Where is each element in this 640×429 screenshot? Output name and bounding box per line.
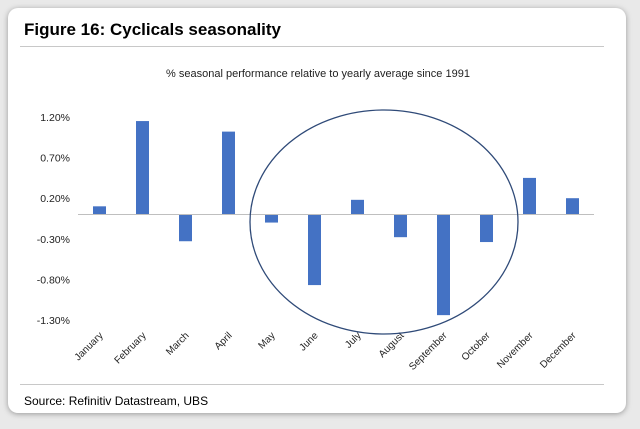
- chart-title: % seasonal performance relative to yearl…: [166, 68, 470, 80]
- y-tick-label: 1.20%: [40, 112, 70, 124]
- bar-november: [523, 177, 536, 215]
- bar-april: [222, 131, 235, 215]
- bar-june: [308, 214, 321, 286]
- x-tick-label: August: [377, 330, 407, 360]
- y-tick-label: 0.70%: [40, 153, 70, 165]
- bar-december: [566, 198, 579, 215]
- bar-august: [394, 214, 407, 238]
- figure-title: Figure 16: Cyclicals seasonality: [24, 20, 282, 39]
- x-tick-label: July: [343, 330, 363, 350]
- x-tick-label: May: [256, 330, 277, 351]
- bar-september: [437, 214, 450, 316]
- bar-october: [480, 214, 493, 243]
- x-tick-label: March: [164, 330, 191, 357]
- x-tick-label: December: [538, 330, 579, 371]
- y-tick-label: 0.20%: [40, 193, 70, 205]
- bar-january: [93, 206, 106, 215]
- bar-march: [179, 214, 192, 242]
- x-tick-label: October: [460, 330, 493, 363]
- x-tick-label: February: [113, 330, 149, 366]
- y-tick-label: -1.30%: [37, 315, 70, 327]
- top-rule: [20, 46, 604, 47]
- bar-may: [265, 214, 278, 223]
- bar-july: [351, 199, 364, 215]
- x-tick-label: June: [298, 330, 321, 353]
- x-tick-label: September: [407, 330, 450, 373]
- highlight-circle: [249, 109, 519, 335]
- bar-february: [136, 121, 149, 215]
- x-tick-label: November: [495, 330, 536, 371]
- y-tick-label: -0.80%: [37, 274, 70, 286]
- x-tick-label: January: [73, 330, 106, 363]
- source-note: Source: Refinitiv Datastream, UBS: [24, 394, 209, 408]
- bottom-rule: [20, 384, 604, 385]
- x-tick-label: April: [213, 330, 235, 352]
- y-tick-label: -0.30%: [37, 234, 70, 246]
